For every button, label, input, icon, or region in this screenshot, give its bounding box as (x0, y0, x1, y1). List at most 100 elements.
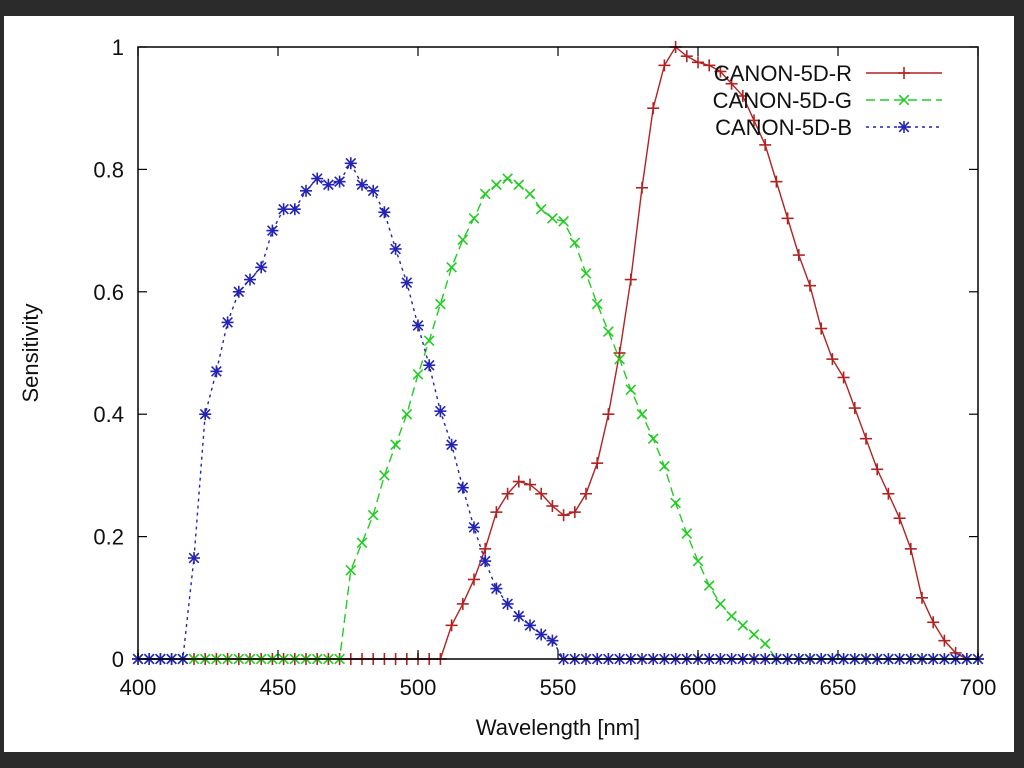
marker-stroke (692, 555, 704, 567)
marker-stroke (748, 629, 760, 640)
series-canon-5d-r-point (568, 506, 581, 519)
marker-stroke (468, 522, 480, 533)
marker-stroke (898, 121, 910, 133)
series-canon-5d-r-point (658, 59, 671, 72)
marker-stroke (737, 619, 749, 631)
series-canon-5d-r-point (591, 457, 604, 470)
marker-stroke (390, 439, 401, 451)
series-canon-5d-r-point (501, 487, 514, 500)
series-canon-5d-b-point (423, 359, 436, 372)
marker-stroke (513, 610, 525, 622)
chart-frame: 400 450 500 550 600 650 700 0 0.2 0.4 0.6 0.8 1 Wave… (4, 16, 1014, 752)
series-canon-5d-r (132, 41, 984, 665)
marker-stroke (367, 185, 379, 197)
marker-stroke (524, 619, 536, 631)
series-canon-5d-g-point (423, 335, 435, 347)
series-canon-5d-g-point (401, 408, 413, 420)
marker-stroke (479, 555, 491, 567)
series-canon-5d-b-point (524, 619, 536, 632)
series-canon-5d-r-point (837, 371, 850, 384)
legend-label: CANON-5D-B (715, 115, 852, 140)
series-canon-5d-g-point (367, 509, 379, 521)
marker-stroke (222, 317, 233, 328)
series-canon-5d-g-point (625, 384, 637, 396)
series-canon-5d-r-point (636, 181, 648, 194)
y-tick-label: 0.8 (93, 157, 124, 182)
marker-stroke (211, 365, 222, 377)
y-tick-label: 1 (112, 35, 124, 60)
series-canon-5d-b-point (344, 157, 357, 170)
marker-stroke (479, 188, 491, 200)
series-canon-5d-r-line (138, 45, 978, 660)
series-canon-5d-b-point (244, 273, 256, 286)
series-canon-5d-r-point (792, 249, 805, 262)
series-canon-5d-b-point (434, 405, 447, 418)
y-tick-label: 0.6 (93, 280, 124, 305)
series-canon-5d-r-point (524, 478, 536, 491)
marker-stroke (759, 638, 771, 650)
marker-stroke (547, 212, 558, 224)
series-canon-5d-b-point (535, 628, 548, 641)
series-canon-5d-r-point (692, 56, 704, 69)
series-layer (132, 41, 984, 665)
series-canon-5d-g-point (670, 497, 681, 509)
series-canon-5d-b-point (333, 175, 346, 188)
legend-entry: CANON-5D-R (714, 61, 942, 86)
marker-stroke (233, 286, 245, 298)
series-canon-5d-r-point (468, 573, 480, 586)
marker-stroke (345, 564, 357, 576)
series-canon-5d-g-point (614, 353, 625, 365)
series-canon-5d-r-point (557, 509, 570, 522)
y-tick-label: 0 (112, 647, 124, 672)
series-canon-5d-b-point (288, 203, 301, 216)
marker-stroke (591, 298, 603, 310)
series-canon-5d-b-point (468, 521, 480, 534)
legend-label: CANON-5D-R (714, 61, 852, 86)
marker-stroke (345, 157, 357, 169)
marker-stroke (457, 234, 469, 246)
series-canon-5d-r-point (781, 212, 794, 225)
series-canon-5d-r-point (624, 273, 637, 286)
series-canon-5d-g-point (535, 203, 547, 215)
marker-stroke (379, 470, 390, 481)
marker-stroke (412, 320, 424, 331)
marker-stroke (614, 353, 625, 365)
series-canon-5d-r-point (748, 114, 760, 127)
marker-stroke (446, 261, 457, 273)
marker-stroke (898, 94, 910, 106)
series-canon-5d-b-point (412, 319, 424, 332)
legend-entry: CANON-5D-G (713, 88, 942, 113)
series-canon-5d-r-point (445, 619, 458, 632)
marker-stroke (435, 298, 446, 310)
marker-stroke (535, 629, 547, 640)
marker-stroke (580, 268, 592, 279)
series-canon-5d-b-point (311, 172, 324, 185)
series-canon-5d-g-point (603, 326, 614, 337)
series-canon-5d-g-point (659, 460, 670, 472)
series-canon-5d-g-point (726, 610, 737, 622)
series-canon-5d-g-point (502, 173, 513, 184)
series-canon-5d-r-point (882, 487, 895, 500)
series-canon-5d-g-point (457, 234, 469, 246)
series-canon-5d-g-point (748, 629, 760, 640)
series-canon-5d-r-point (647, 102, 660, 115)
series-canon-5d-r-point (535, 487, 548, 500)
marker-stroke (703, 580, 715, 591)
legend-entry: CANON-5D-B (715, 115, 942, 140)
chart-svg: 400 450 500 550 600 650 700 0 0.2 0.4 0.6 0.8 1 Wave… (18, 35, 996, 740)
marker-stroke (491, 179, 502, 191)
marker-stroke (423, 359, 435, 371)
series-canon-5d-r-point (714, 65, 727, 78)
marker-stroke (267, 225, 278, 236)
marker-stroke (625, 384, 637, 396)
marker-stroke (401, 408, 413, 420)
series-canon-5d-g-line (138, 177, 978, 660)
series-canon-5d-g-point (356, 537, 368, 549)
series-canon-5d-g-point (390, 439, 401, 451)
x-tick-label: 550 (540, 675, 577, 700)
marker-stroke (334, 176, 345, 188)
marker-stroke (188, 552, 200, 564)
series-canon-5d-b-point (400, 276, 413, 289)
series-canon-5d-r-point (804, 279, 816, 292)
